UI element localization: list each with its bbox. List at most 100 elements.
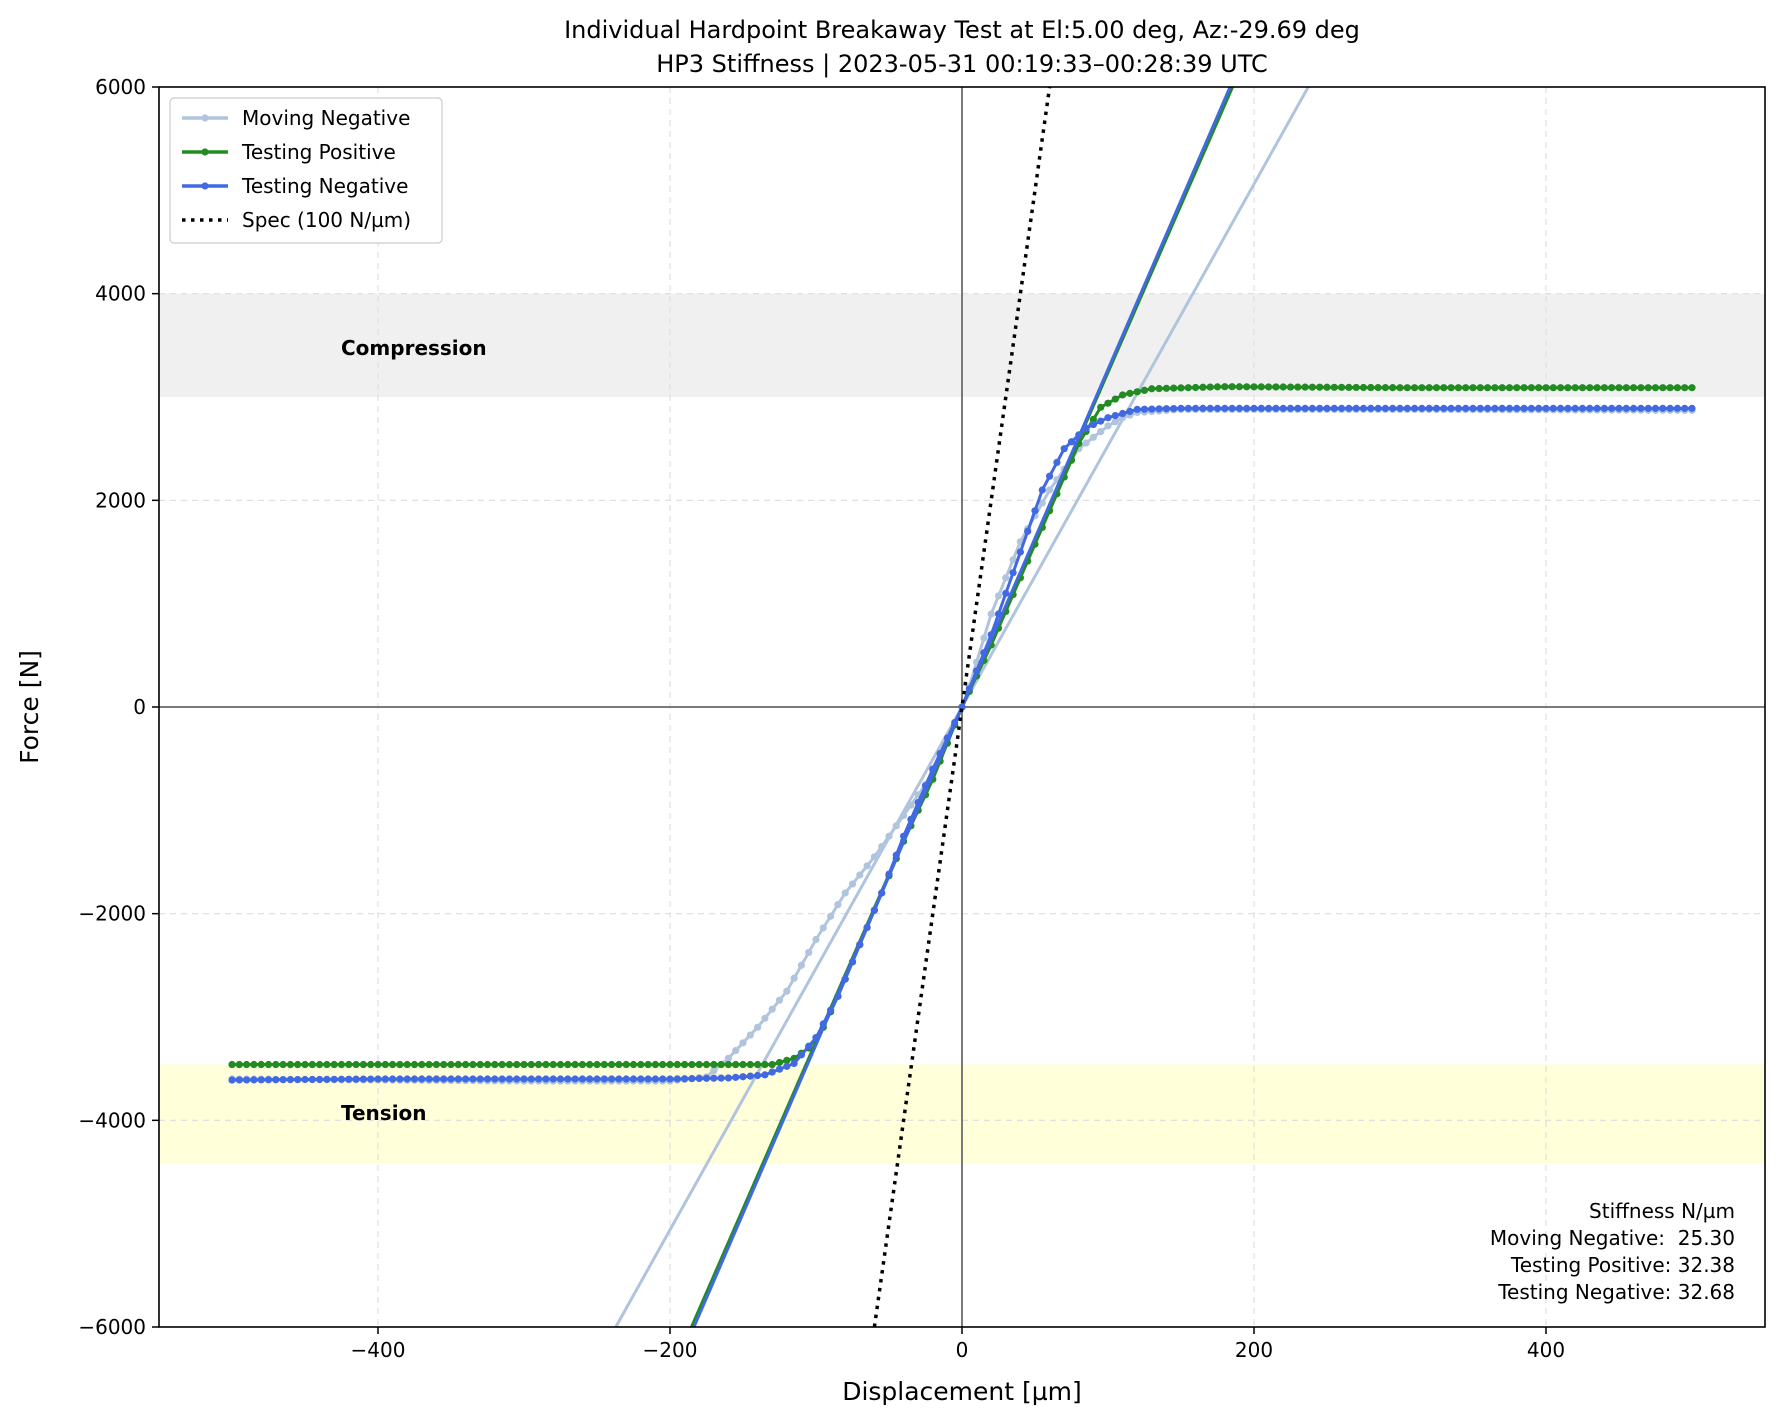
data-point — [520, 1075, 528, 1083]
data-point — [578, 1075, 587, 1083]
data-point — [783, 1056, 791, 1064]
data-point — [1389, 404, 1397, 412]
data-point — [1265, 404, 1273, 412]
data-point — [1403, 384, 1411, 392]
data-point — [1571, 384, 1579, 392]
data-point — [1148, 405, 1156, 413]
data-point — [586, 1060, 594, 1069]
data-point — [389, 1075, 397, 1083]
data-point — [1608, 404, 1616, 412]
data-point — [1250, 383, 1258, 391]
data-point — [491, 1075, 499, 1083]
data-point — [1221, 404, 1229, 412]
data-point — [717, 1060, 725, 1069]
data-point — [1396, 384, 1404, 392]
legend-label: Testing Negative — [241, 174, 408, 198]
data-point — [710, 1060, 718, 1069]
data-point — [1600, 404, 1608, 412]
data-point — [1425, 404, 1433, 412]
data-point — [1688, 404, 1696, 412]
data-point — [637, 1060, 645, 1069]
data-point — [1411, 404, 1419, 412]
data-point — [1082, 424, 1090, 432]
data-point — [1586, 404, 1594, 412]
legend-marker — [201, 148, 209, 156]
data-point — [294, 1075, 302, 1084]
x-tick-label: −200 — [643, 1338, 698, 1362]
data-point — [410, 1075, 419, 1083]
data-point — [1681, 404, 1689, 412]
data-point — [1177, 404, 1185, 412]
data-point — [1564, 384, 1572, 392]
data-point — [1462, 384, 1470, 392]
data-point — [702, 1074, 711, 1082]
data-point — [286, 1060, 294, 1069]
data-point — [870, 853, 879, 861]
data-point — [659, 1075, 667, 1083]
data-point — [1104, 414, 1112, 422]
data-point — [1659, 384, 1667, 392]
data-point — [987, 631, 995, 639]
data-point — [257, 1060, 265, 1069]
data-point — [418, 1075, 426, 1083]
data-point — [885, 832, 893, 840]
data-point — [1111, 395, 1119, 403]
data-point — [629, 1075, 638, 1083]
data-point — [1053, 458, 1061, 467]
data-point — [1600, 384, 1608, 392]
data-point — [1681, 384, 1689, 392]
data-point — [1009, 569, 1017, 577]
data-point — [447, 1060, 455, 1069]
data-point — [396, 1075, 404, 1083]
data-point — [1498, 404, 1506, 412]
data-point — [980, 634, 988, 642]
data-point — [775, 1058, 784, 1067]
data-point — [1279, 404, 1287, 412]
data-point — [790, 974, 798, 982]
data-point — [483, 1075, 492, 1083]
data-point — [1097, 403, 1105, 411]
data-point — [593, 1060, 601, 1069]
data-point — [432, 1075, 440, 1083]
data-point — [1498, 384, 1506, 392]
data-point — [1228, 383, 1236, 391]
data-point — [1308, 404, 1316, 412]
data-point — [812, 935, 820, 944]
data-point — [637, 1075, 645, 1083]
data-point — [1622, 404, 1630, 412]
legend-item-testing-positive: Testing Positive — [182, 140, 396, 164]
data-point — [1352, 404, 1360, 412]
data-point — [600, 1060, 608, 1069]
data-point — [1133, 388, 1141, 396]
data-point — [1535, 404, 1543, 412]
data-point — [1367, 404, 1375, 412]
data-point — [739, 1039, 747, 1047]
data-point — [965, 685, 973, 693]
data-point — [1578, 384, 1587, 392]
data-point — [1199, 404, 1207, 412]
data-point — [929, 765, 937, 773]
data-point — [1155, 405, 1163, 413]
data-point — [1359, 383, 1368, 392]
data-point — [907, 815, 915, 823]
data-point — [1286, 383, 1295, 391]
data-point — [841, 889, 849, 897]
stiffness-heading: Stiffness N/µm — [1589, 1199, 1735, 1223]
x-tick-label: 200 — [1235, 1338, 1273, 1362]
data-point — [250, 1060, 258, 1069]
data-point — [1184, 404, 1192, 412]
data-point — [797, 961, 806, 969]
data-point — [878, 842, 886, 851]
data-point — [1527, 404, 1535, 412]
data-point — [856, 941, 864, 949]
data-point — [505, 1060, 513, 1069]
data-point — [994, 610, 1003, 618]
data-point — [1637, 404, 1645, 412]
data-point — [856, 871, 864, 879]
data-point — [571, 1075, 579, 1083]
data-point — [644, 1075, 652, 1083]
data-point — [1265, 383, 1273, 391]
data-point — [1651, 404, 1660, 412]
data-point — [1454, 384, 1462, 392]
